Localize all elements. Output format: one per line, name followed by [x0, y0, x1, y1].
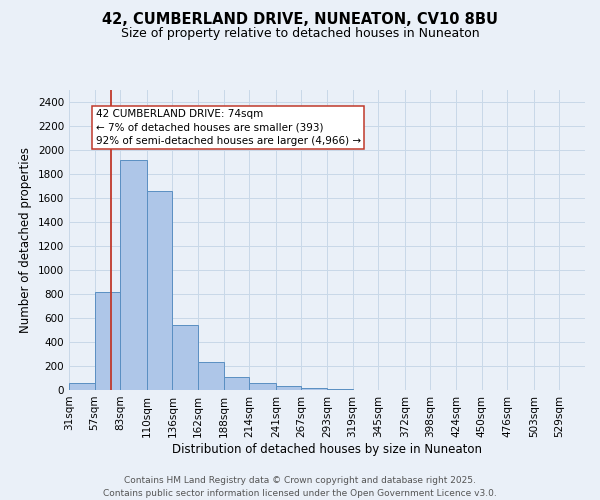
Bar	[198, 362, 224, 390]
Bar	[249, 384, 276, 390]
Bar	[301, 388, 327, 390]
Bar	[95, 292, 120, 390]
Bar	[120, 160, 147, 390]
Bar	[69, 384, 95, 390]
X-axis label: Distribution of detached houses by size in Nuneaton: Distribution of detached houses by size …	[172, 442, 482, 456]
Text: Size of property relative to detached houses in Nuneaton: Size of property relative to detached ho…	[121, 28, 479, 40]
Bar	[172, 325, 198, 390]
Bar	[147, 191, 172, 390]
Text: 42, CUMBERLAND DRIVE, NUNEATON, CV10 8BU: 42, CUMBERLAND DRIVE, NUNEATON, CV10 8BU	[102, 12, 498, 28]
Text: 42 CUMBERLAND DRIVE: 74sqm
← 7% of detached houses are smaller (393)
92% of semi: 42 CUMBERLAND DRIVE: 74sqm ← 7% of detac…	[95, 109, 361, 146]
Bar	[276, 386, 301, 390]
Y-axis label: Number of detached properties: Number of detached properties	[19, 147, 32, 333]
Bar	[224, 377, 249, 390]
Text: Contains HM Land Registry data © Crown copyright and database right 2025.
Contai: Contains HM Land Registry data © Crown c…	[103, 476, 497, 498]
